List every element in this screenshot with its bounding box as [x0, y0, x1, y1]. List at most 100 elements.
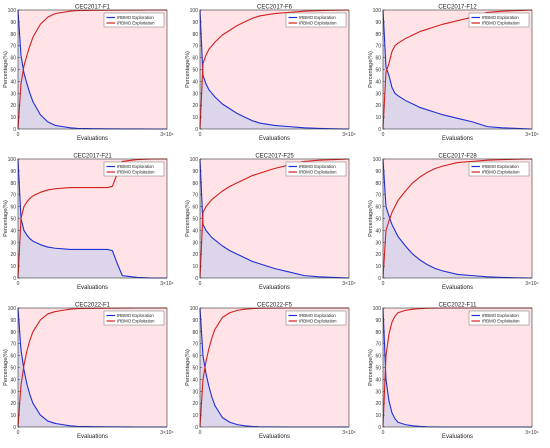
chart-title: CEC2017-F21: [73, 154, 112, 160]
y-tick-label: 90: [10, 20, 16, 26]
legend-box: [103, 310, 165, 326]
legend-entry-exploitation: IRBMO Exploitation: [117, 170, 155, 175]
y-tick-label: 10: [10, 413, 16, 419]
legend-box: [285, 161, 347, 177]
legend-entry-exploration: IRBMO Exploration: [482, 15, 519, 20]
x-axis-label: Evaluations: [442, 136, 473, 142]
exploration-area: [200, 159, 349, 278]
y-tick-label: 70: [10, 342, 16, 348]
y-tick-label: 80: [192, 181, 198, 187]
exploitation-area: [18, 10, 167, 129]
legend-box: [103, 12, 165, 28]
x-tick-label-end: 3×10⁴: [160, 430, 173, 436]
y-tick-label: 0: [378, 127, 381, 133]
x-tick-label-end: 3×10⁴: [160, 281, 173, 287]
y-tick-label: 30: [375, 240, 381, 246]
subplot-5: 0 10 20 30 40 50 60 70 80 90 100 0 3×10⁴ CEC2017-F25 E…: [185, 154, 356, 292]
y-tick-label: 100: [373, 8, 382, 14]
legend-entry-exploration: IRBMO Exploration: [299, 313, 336, 318]
legend-box: [103, 161, 165, 177]
series-line-exploration: [382, 158, 533, 279]
y-tick-label: 70: [192, 342, 198, 348]
y-tick-label: 60: [375, 56, 381, 62]
y-tick-label: 40: [192, 377, 198, 383]
y-tick-label: 50: [375, 366, 381, 372]
y-axis-label: Percentage(%): [3, 349, 9, 386]
y-axis-label: Percentage(%): [185, 51, 191, 88]
legend-entry-exploration: IRBMO Exploration: [482, 313, 519, 318]
y-tick-label: 80: [10, 181, 16, 187]
chart-title: CEC2017-F28: [438, 154, 477, 160]
legend-entry-exploitation: IRBMO Exploitation: [117, 21, 155, 26]
y-axis-label: Percentage(%): [3, 51, 9, 88]
series-line-exploitation: [199, 9, 350, 130]
y-tick-label: 70: [192, 193, 198, 199]
y-tick-label: 70: [375, 193, 381, 199]
x-tick-label-end: 3×10⁴: [342, 281, 355, 287]
y-tick-label: 40: [10, 79, 16, 85]
x-tick-label-start: 0: [17, 132, 20, 138]
y-tick-label: 80: [375, 32, 381, 38]
y-tick-label: 30: [375, 389, 381, 395]
y-tick-label: 90: [192, 318, 198, 324]
y-tick-label: 10: [375, 264, 381, 270]
y-tick-label: 80: [192, 330, 198, 336]
y-tick-label: 50: [192, 366, 198, 372]
y-tick-label: 40: [375, 377, 381, 383]
y-axis-label: Percentage(%): [185, 200, 191, 237]
y-tick-label: 0: [378, 276, 381, 282]
series-line-exploration: [199, 9, 350, 130]
y-tick-label: 40: [192, 79, 198, 85]
legend-box: [468, 12, 530, 28]
series-line-exploration: [199, 158, 350, 279]
y-tick-label: 0: [13, 127, 16, 133]
y-tick-label: 30: [192, 91, 198, 97]
y-tick-label: 90: [192, 169, 198, 175]
x-axis-label: Evaluations: [77, 136, 108, 142]
y-tick-label: 80: [375, 330, 381, 336]
y-tick-label: 60: [192, 205, 198, 211]
y-axis-label: Percentage(%): [368, 349, 374, 386]
y-tick-label: 50: [375, 217, 381, 223]
y-tick-label: 30: [192, 240, 198, 246]
series-line-exploitation: [382, 158, 533, 279]
y-tick-label: 20: [192, 401, 198, 407]
y-tick-label: 100: [190, 306, 199, 312]
y-tick-label: 40: [375, 228, 381, 234]
x-tick-label-start: 0: [382, 281, 385, 287]
x-axis-label: Evaluations: [259, 434, 290, 440]
subplot-8: 0 10 20 30 40 50 60 70 80 90 100 0 3×10⁴ CEC2022-F5 Ev…: [185, 303, 356, 441]
y-tick-label: 100: [373, 157, 382, 163]
y-tick-label: 90: [375, 169, 381, 175]
y-tick-label: 60: [10, 56, 16, 62]
legend-entry-exploration: IRBMO Exploration: [299, 15, 336, 20]
y-tick-label: 20: [375, 401, 381, 407]
legend-box: [285, 310, 347, 326]
exploration-area: [383, 10, 532, 129]
y-tick-label: 60: [10, 354, 16, 360]
chart-title: CEC2017-F6: [257, 5, 293, 11]
subplot-7: 0 10 20 30 40 50 60 70 80 90 100 0 3×10⁴ CEC2022-F1 Ev…: [3, 303, 174, 441]
y-tick-label: 90: [375, 318, 381, 324]
chart-title: CEC2017-F12: [438, 5, 477, 11]
y-tick-label: 30: [10, 240, 16, 246]
subplot-3: 0 10 20 30 40 50 60 70 80 90 100 0 3×10⁴ CEC2017-F12 E…: [368, 5, 539, 143]
y-tick-label: 90: [10, 318, 16, 324]
y-tick-label: 80: [10, 330, 16, 336]
y-tick-label: 100: [8, 306, 17, 312]
y-tick-label: 0: [13, 276, 16, 282]
exploitation-area: [383, 308, 532, 427]
exploitation-area: [18, 308, 167, 427]
y-tick-label: 10: [10, 115, 16, 121]
y-tick-label: 0: [195, 276, 198, 282]
exploration-area: [200, 308, 349, 427]
y-axis-label: Percentage(%): [368, 200, 374, 237]
subplot-4: 0 10 20 30 40 50 60 70 80 90 100 0 3×10⁴ CEC2017-F21 E…: [3, 154, 174, 292]
chart-title: CEC2017-F1: [75, 5, 111, 11]
y-tick-label: 10: [375, 413, 381, 419]
y-tick-label: 60: [192, 56, 198, 62]
